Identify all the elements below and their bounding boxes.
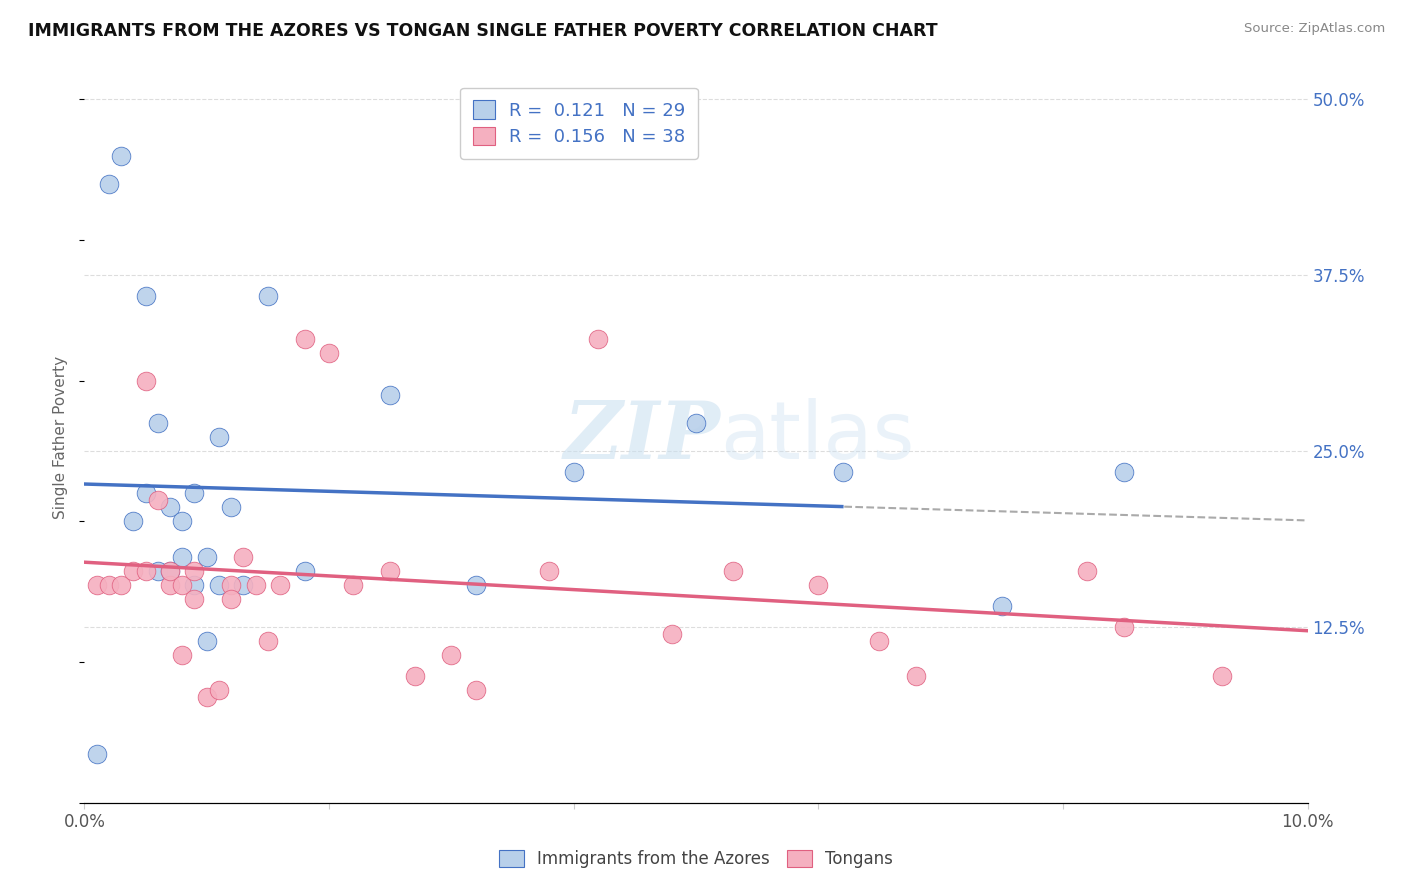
Point — [232, 549, 254, 564]
Point — [195, 634, 218, 648]
Point — [269, 578, 291, 592]
Point — [294, 332, 316, 346]
Point — [586, 332, 609, 346]
Legend: Immigrants from the Azores, Tongans: Immigrants from the Azores, Tongans — [492, 844, 900, 875]
Point — [135, 564, 157, 578]
Point — [380, 388, 402, 402]
Point — [159, 564, 181, 578]
Y-axis label: Single Father Poverty: Single Father Poverty — [53, 356, 69, 518]
Text: Source: ZipAtlas.com: Source: ZipAtlas.com — [1244, 22, 1385, 36]
Point — [159, 578, 181, 592]
Point — [257, 289, 280, 303]
Point — [219, 500, 242, 515]
Point — [232, 578, 254, 592]
Point — [1114, 465, 1136, 479]
Point — [86, 578, 108, 592]
Point — [991, 599, 1014, 613]
Point — [135, 486, 157, 500]
Point — [97, 177, 120, 191]
Point — [172, 578, 194, 592]
Point — [159, 500, 181, 515]
Point — [219, 578, 242, 592]
Point — [1114, 620, 1136, 634]
Point — [342, 578, 364, 592]
Point — [172, 648, 194, 662]
Point — [831, 465, 853, 479]
Point — [661, 627, 683, 641]
Point — [135, 374, 157, 388]
Point — [135, 289, 157, 303]
Point — [122, 564, 145, 578]
Point — [195, 549, 218, 564]
Point — [183, 591, 205, 606]
Text: IMMIGRANTS FROM THE AZORES VS TONGAN SINGLE FATHER POVERTY CORRELATION CHART: IMMIGRANTS FROM THE AZORES VS TONGAN SIN… — [28, 22, 938, 40]
Point — [97, 578, 120, 592]
Point — [404, 669, 426, 683]
Point — [380, 564, 402, 578]
Point — [146, 416, 169, 430]
Text: atlas: atlas — [720, 398, 915, 476]
Point — [195, 690, 218, 705]
Point — [294, 564, 316, 578]
Point — [159, 564, 181, 578]
Point — [721, 564, 744, 578]
Point — [183, 486, 205, 500]
Point — [464, 578, 486, 592]
Point — [464, 683, 486, 698]
Point — [146, 493, 169, 508]
Point — [172, 515, 194, 529]
Point — [208, 578, 231, 592]
Point — [110, 149, 132, 163]
Point — [257, 634, 280, 648]
Point — [110, 578, 132, 592]
Point — [318, 345, 340, 359]
Point — [146, 564, 169, 578]
Point — [208, 683, 231, 698]
Text: ZIP: ZIP — [564, 399, 720, 475]
Point — [219, 591, 242, 606]
Point — [183, 578, 205, 592]
Point — [905, 669, 928, 683]
Point — [807, 578, 830, 592]
Point — [122, 515, 145, 529]
Point — [869, 634, 891, 648]
Point — [183, 564, 205, 578]
Point — [440, 648, 463, 662]
Point — [172, 549, 194, 564]
Point — [1211, 669, 1233, 683]
Point — [208, 430, 231, 444]
Point — [562, 465, 585, 479]
Point — [86, 747, 108, 761]
Point — [538, 564, 561, 578]
Point — [1076, 564, 1098, 578]
Point — [685, 416, 707, 430]
Point — [245, 578, 267, 592]
